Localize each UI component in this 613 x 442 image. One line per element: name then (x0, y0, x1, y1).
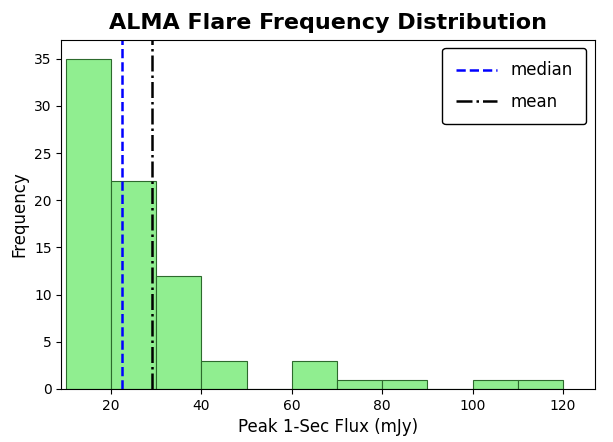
Bar (111, 181, 156, 389)
median (119, 386, 126, 392)
Bar (337, 380, 382, 389)
Legend: median, mean: median, mean (443, 48, 586, 124)
Bar (292, 361, 337, 389)
Bar (382, 380, 427, 389)
Bar (156, 276, 202, 389)
Title: ALMA Flare Frequency Distribution: ALMA Flare Frequency Distribution (109, 13, 547, 33)
mean (148, 386, 155, 392)
mean (148, 377, 155, 382)
Bar (202, 361, 246, 389)
Y-axis label: Frequency: Frequency (10, 171, 28, 257)
Bar (66, 59, 111, 389)
Bar (518, 380, 563, 389)
Bar (473, 380, 518, 389)
X-axis label: Peak 1-Sec Flux (mJy): Peak 1-Sec Flux (mJy) (238, 418, 418, 436)
median (119, 377, 126, 382)
